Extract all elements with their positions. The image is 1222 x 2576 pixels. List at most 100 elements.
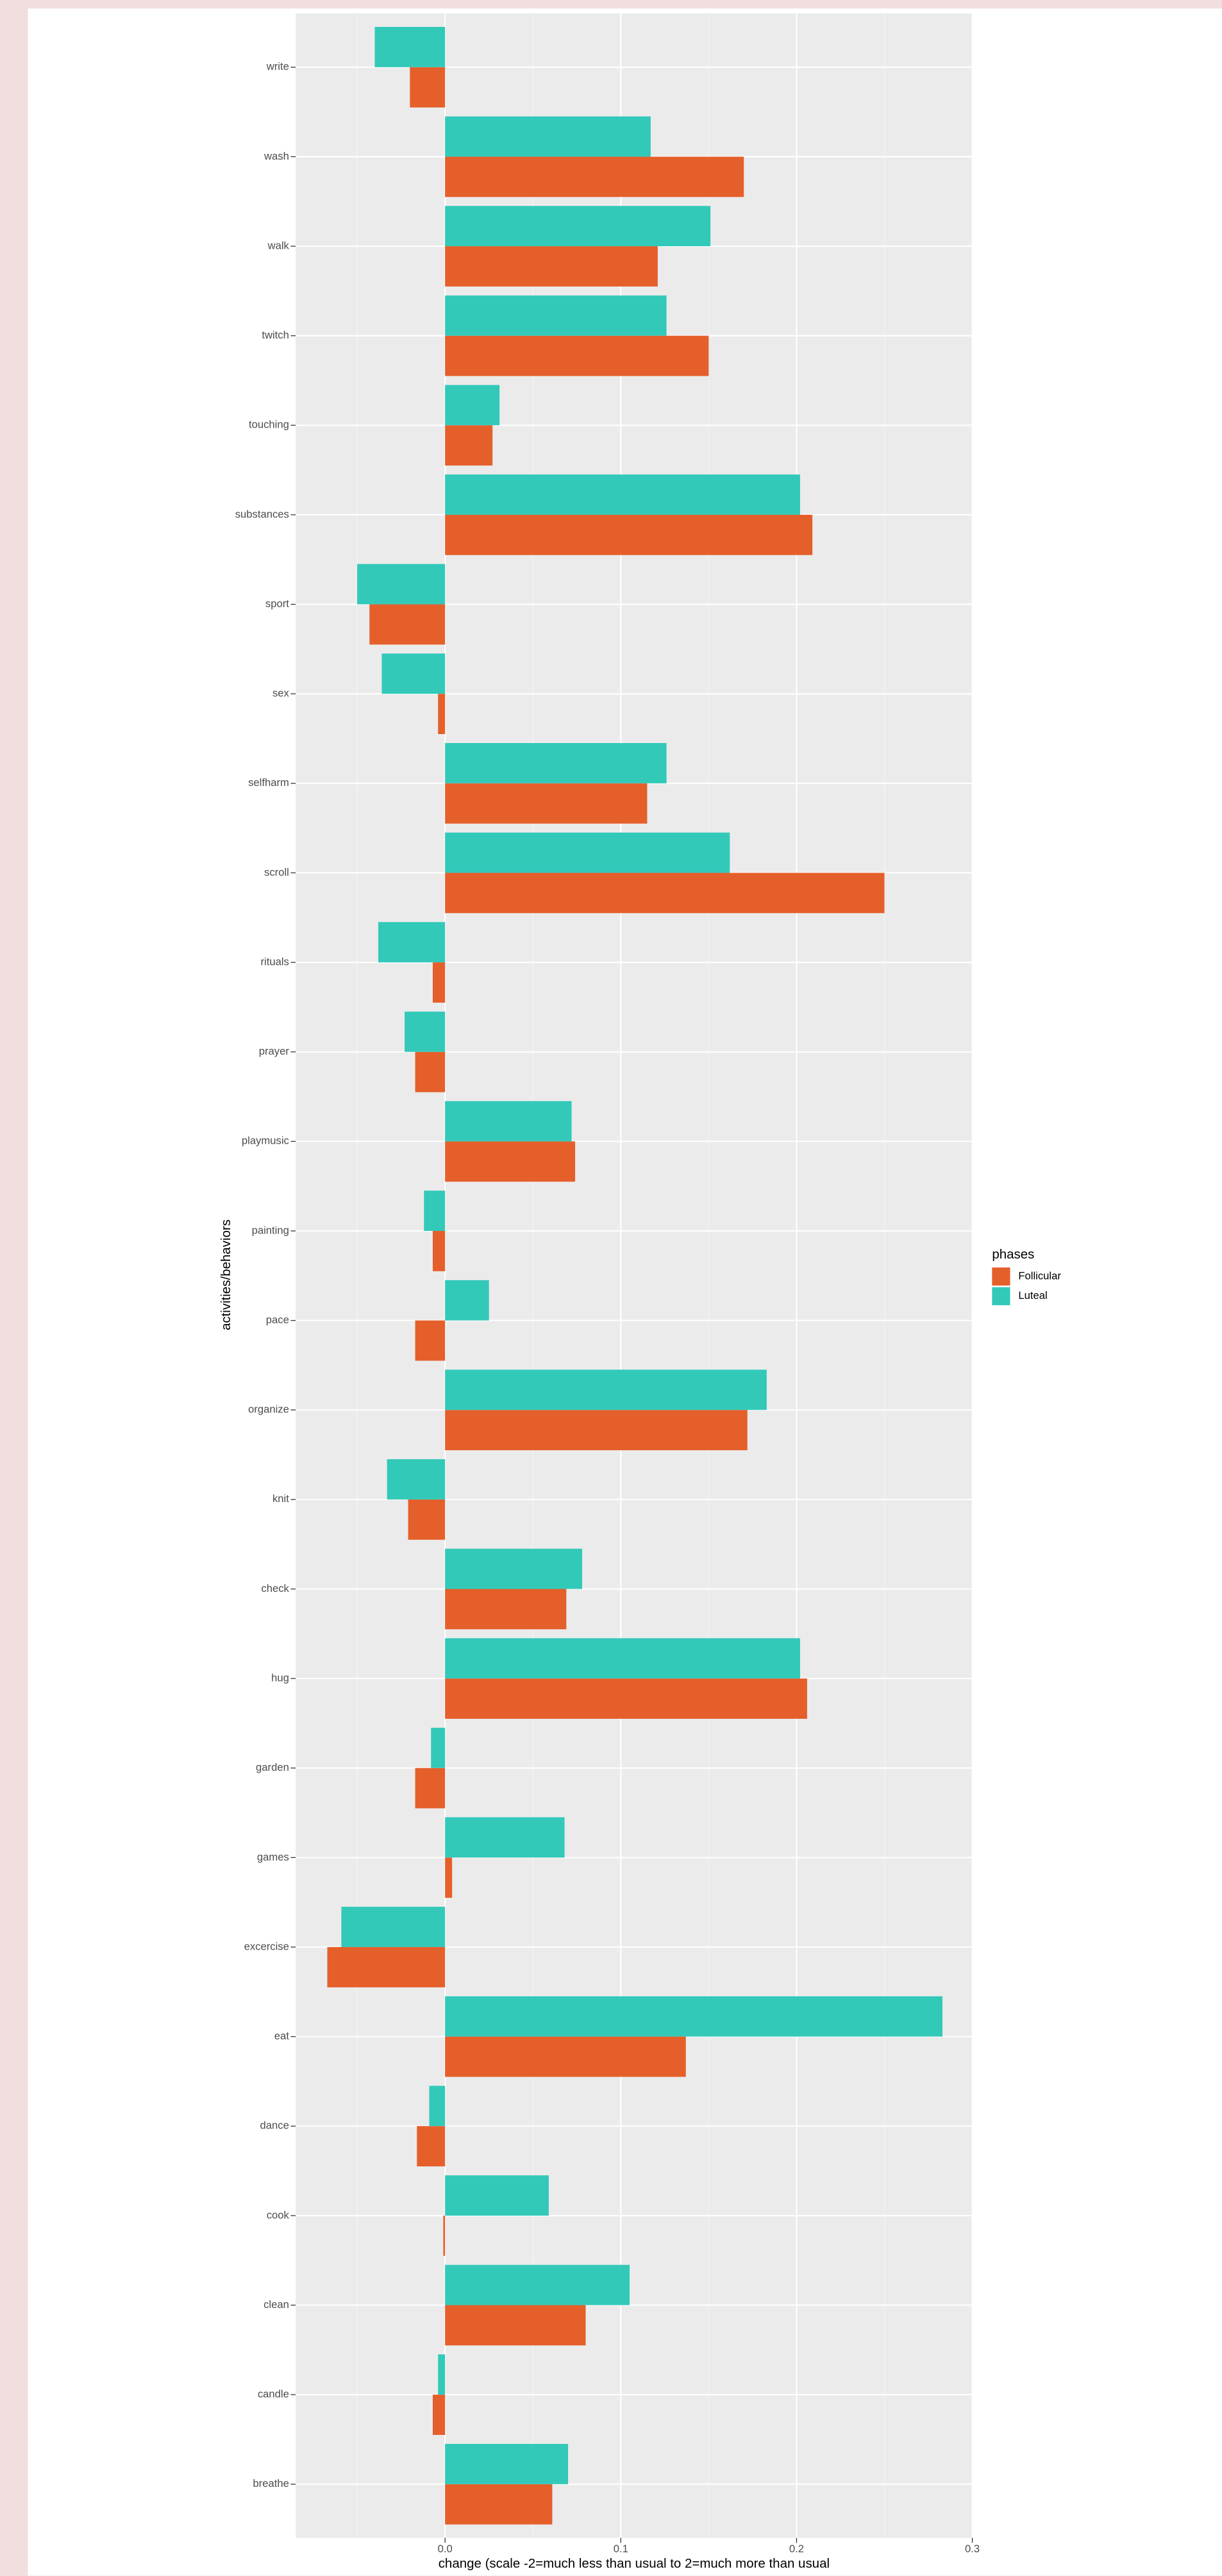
y-tick-label: candle	[258, 2388, 289, 2400]
y-tick-label: prayer	[259, 1045, 290, 1057]
bar	[378, 922, 446, 963]
x-axis-title: change (scale -2=much less than usual to…	[439, 2556, 830, 2571]
bar	[445, 206, 711, 247]
y-tick-label: organize	[248, 1403, 289, 1416]
bar	[405, 1011, 446, 1052]
bar	[432, 2395, 446, 2435]
bar	[429, 2086, 446, 2127]
bar	[445, 2036, 686, 2077]
y-tick-label: clean	[264, 2298, 289, 2311]
bar	[408, 1499, 446, 1540]
bar	[445, 2264, 630, 2305]
bar	[381, 653, 446, 694]
bar	[445, 474, 800, 515]
bar	[445, 1141, 576, 1182]
bar	[445, 514, 813, 555]
bar	[445, 742, 667, 783]
legend: phases Follicular Luteal	[992, 1247, 1061, 1305]
bar	[341, 1907, 446, 1948]
bar	[445, 295, 667, 336]
x-tick-label: 0.2	[789, 2543, 804, 2555]
y-tick-label: walk	[267, 239, 290, 251]
bar	[424, 1191, 446, 1231]
y-tick-label: hug	[271, 1672, 289, 1684]
y-tick-label: sport	[265, 598, 289, 610]
y-tick-label: sex	[272, 687, 290, 699]
bar	[445, 1857, 453, 1898]
y-tick-label: dance	[260, 2120, 289, 2132]
bar	[445, 2175, 549, 2216]
y-tick-label: selfharm	[248, 776, 289, 789]
y-axis-title: activities/behaviors	[219, 1219, 233, 1330]
y-tick-label: eat	[274, 2030, 290, 2042]
bar	[445, 1101, 572, 1142]
bar	[415, 1051, 446, 1092]
y-tick-label: playmusic	[242, 1135, 289, 1147]
legend-swatch	[992, 1287, 1010, 1305]
bar	[443, 2215, 446, 2256]
y-tick-label: painting	[252, 1224, 289, 1236]
bar	[445, 425, 493, 466]
bar	[415, 1320, 446, 1361]
bar	[445, 1548, 582, 1589]
y-tick-label: rituals	[260, 955, 289, 967]
bar	[445, 385, 500, 426]
x-tick-label: 0.1	[614, 2543, 628, 2555]
y-tick-label: write	[266, 60, 289, 72]
bar	[445, 783, 648, 824]
panel	[296, 13, 973, 2538]
bar	[415, 1768, 446, 1809]
bar	[445, 2305, 586, 2346]
y-tick-label: substances	[235, 508, 289, 520]
y-tick-label: breathe	[253, 2477, 289, 2489]
y-tick-label: check	[261, 1582, 289, 1594]
y-tick-label: garden	[256, 1761, 289, 1773]
bar	[432, 962, 446, 1003]
bar	[445, 1996, 942, 2037]
y-tick-label: scroll	[264, 866, 289, 878]
x-tick-label: 0.0	[438, 2543, 453, 2555]
y-tick-label: excercise	[244, 1940, 289, 1952]
bar	[445, 1678, 807, 1719]
bar	[445, 1369, 767, 1410]
bars	[327, 26, 942, 2525]
legend-title: phases	[992, 1247, 1034, 1262]
bar	[445, 1280, 489, 1321]
bar	[445, 156, 744, 197]
bar	[445, 246, 658, 287]
y-tick-label: games	[257, 1851, 289, 1863]
bar	[445, 873, 885, 914]
bar	[327, 1947, 446, 1987]
bar	[432, 1230, 446, 1271]
bar	[445, 1589, 567, 1630]
bar	[374, 26, 446, 67]
bar	[431, 1727, 446, 1768]
y-tick-label: cook	[267, 2209, 290, 2221]
x-tick-label: 0.3	[965, 2543, 980, 2555]
axes: 0.0 0.1 0.2 0.3 write wash walk twitch touching s…	[235, 60, 980, 2555]
bar	[445, 1410, 748, 1451]
y-tick-label: knit	[272, 1493, 289, 1505]
legend-swatch	[992, 1267, 1010, 1286]
bar	[445, 335, 709, 376]
bar	[357, 564, 446, 605]
bar	[445, 832, 730, 873]
bar	[369, 604, 446, 645]
bar	[445, 2484, 553, 2525]
y-tick-label: touching	[249, 419, 289, 431]
bar	[417, 2126, 446, 2167]
bar	[438, 694, 446, 735]
bar	[445, 2443, 569, 2484]
bar	[387, 1459, 446, 1500]
bar	[445, 1638, 800, 1679]
y-tick-label: twitch	[262, 329, 289, 341]
bar	[410, 67, 446, 108]
bar	[438, 2354, 446, 2395]
legend-label: Luteal	[1018, 1289, 1047, 1301]
bar	[445, 1817, 565, 1858]
bar	[445, 116, 651, 157]
y-tick-label: wash	[264, 150, 289, 162]
legend-label: Follicular	[1018, 1269, 1061, 1282]
